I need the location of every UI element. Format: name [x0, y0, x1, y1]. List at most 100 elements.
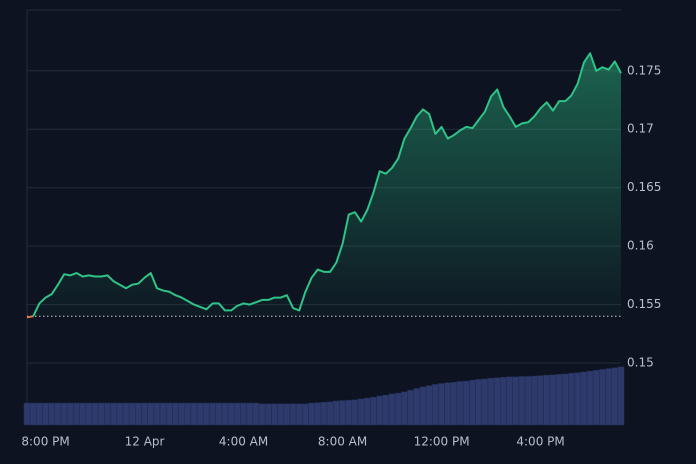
- volume-bar: [141, 402, 148, 426]
- volume-bar: [60, 402, 68, 426]
- volume-bar: [283, 403, 291, 426]
- volume-bar: [574, 372, 582, 426]
- volume-bar: [500, 377, 507, 426]
- volume-bar: [531, 375, 538, 426]
- volume-bar: [543, 374, 551, 426]
- volume-bar: [172, 402, 179, 426]
- x-tick-label: 4:00 PM: [516, 435, 564, 449]
- volume-bar: [345, 399, 353, 426]
- volume-bar: [333, 400, 340, 426]
- volume-bar: [493, 377, 501, 426]
- volume-bar: [128, 402, 136, 426]
- x-tick-label: 12:00 PM: [414, 435, 470, 449]
- volume-bar: [413, 388, 421, 426]
- x-tick-label: 8:00 PM: [21, 435, 69, 449]
- volume-bar: [73, 402, 80, 426]
- volume-bar: [605, 368, 612, 426]
- volume-bar: [580, 371, 588, 426]
- volume-bar: [407, 389, 414, 426]
- volume-bar: [271, 403, 278, 426]
- volume-bar: [561, 373, 569, 426]
- volume-bar: [518, 376, 526, 426]
- price-line: [26, 315, 34, 319]
- volume-bar: [314, 402, 322, 426]
- price-area: [27, 53, 621, 318]
- volume-bar: [326, 401, 334, 426]
- volume-bar: [295, 403, 303, 426]
- volume-bar: [487, 377, 495, 426]
- x-tick-label: 12 Apr: [125, 435, 165, 449]
- price-line: [32, 52, 622, 317]
- volume-bar: [475, 379, 483, 426]
- volume-bar: [370, 396, 377, 426]
- volume-bar: [512, 376, 520, 426]
- volume-bar: [277, 403, 285, 426]
- volume-bar: [357, 398, 365, 426]
- volume-bar: [537, 375, 544, 426]
- volume-bar: [592, 369, 600, 426]
- volume-bar: [481, 378, 489, 426]
- volume-bar: [135, 402, 142, 426]
- volume-bar: [54, 402, 62, 426]
- volume-bar: [617, 366, 625, 426]
- volume-bar: [48, 402, 56, 426]
- volume-bar: [611, 367, 619, 426]
- volume-bar: [382, 394, 390, 426]
- volume-bar: [506, 376, 513, 426]
- volume-bar: [196, 402, 204, 426]
- volume-bar: [159, 402, 167, 426]
- volume-bar: [190, 402, 198, 426]
- volume-bar: [227, 402, 235, 426]
- volume-bar: [258, 403, 266, 426]
- volume-bar: [116, 402, 124, 426]
- y-tick-label: 0.155: [627, 297, 661, 311]
- volume-bar: [246, 402, 254, 426]
- volume-bar: [29, 402, 37, 426]
- volume-bar: [104, 402, 111, 426]
- y-tick-label: 0.165: [627, 180, 661, 194]
- volume-bar: [36, 402, 43, 426]
- volume-bar: [444, 382, 452, 426]
- volume-bar: [555, 374, 563, 426]
- volume-bar: [339, 400, 346, 426]
- y-tick-label: 0.17: [627, 122, 654, 136]
- volume-bar: [568, 372, 575, 426]
- volume-bar: [23, 402, 31, 426]
- volume-bar: [97, 402, 105, 426]
- volume-bar: [42, 402, 49, 426]
- volume-bar: [351, 399, 359, 426]
- volume-bar: [469, 379, 476, 426]
- volume-bar: [110, 402, 117, 426]
- volume-bar: [240, 402, 247, 426]
- volume-bar: [438, 383, 445, 426]
- y-tick-label: 0.16: [627, 239, 654, 253]
- volume-bar: [91, 402, 99, 426]
- volume-bar: [85, 402, 93, 426]
- volume-bar: [289, 403, 297, 426]
- y-tick-label: 0.175: [627, 63, 661, 77]
- volume-bar: [308, 402, 315, 426]
- volume-bar: [432, 384, 439, 426]
- volume-bar: [456, 381, 464, 426]
- volume-bar: [586, 370, 594, 426]
- volume-bar: [203, 402, 210, 426]
- volume-bar: [599, 369, 606, 426]
- volume-bar: [394, 392, 402, 426]
- volume-bar: [462, 380, 470, 426]
- volume-bar: [419, 386, 427, 426]
- volume-bar: [165, 402, 173, 426]
- y-tick-label: 0.15: [627, 356, 654, 370]
- volume-bar: [320, 401, 328, 426]
- volume-bar: [184, 402, 192, 426]
- volume-bar: [79, 402, 87, 426]
- volume-bar: [66, 402, 74, 426]
- volume-bar: [425, 385, 433, 426]
- volume-bar: [524, 376, 532, 426]
- volume-bar: [153, 402, 161, 426]
- volume-bar: [388, 393, 396, 426]
- volume-bar: [401, 391, 408, 426]
- x-tick-label: 8:00 AM: [318, 435, 367, 449]
- volume-bar: [234, 402, 241, 426]
- volume-bar: [252, 402, 260, 426]
